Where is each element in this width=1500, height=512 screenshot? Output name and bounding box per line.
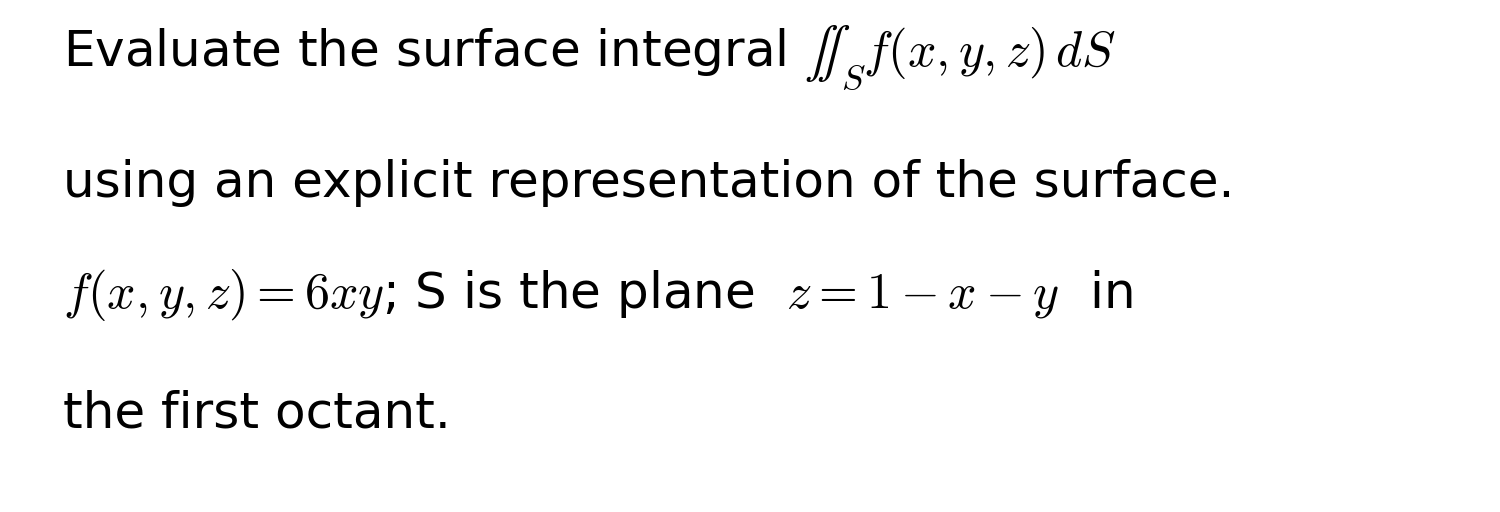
Text: the first octant.: the first octant. <box>63 390 450 438</box>
Text: $f(x, y, z) = 6xy$; S is the plane  $z = 1 - x - y$  in: $f(x, y, z) = 6xy$; S is the plane $z = … <box>63 267 1132 323</box>
Text: using an explicit representation of the surface.: using an explicit representation of the … <box>63 159 1234 207</box>
Text: Evaluate the surface integral $\iint_S f(x, y, z)\, dS$: Evaluate the surface integral $\iint_S f… <box>63 24 1116 92</box>
